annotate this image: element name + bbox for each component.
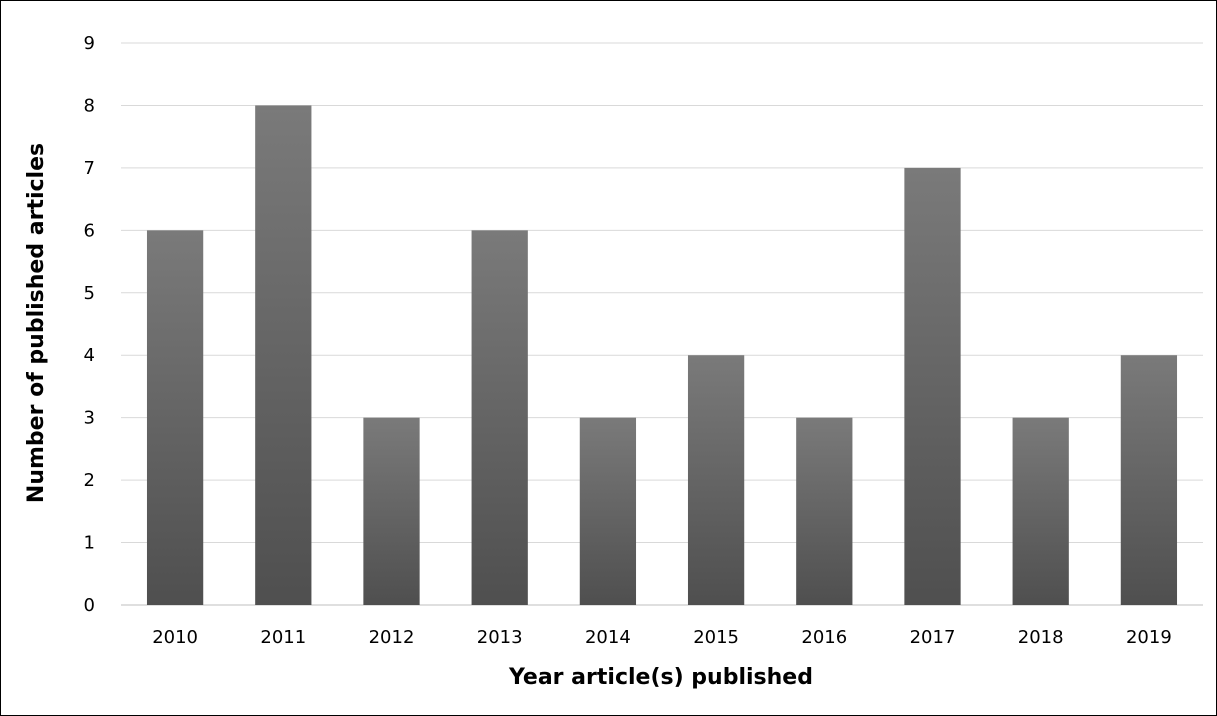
x-tick-label: 2010 — [152, 627, 198, 648]
bar-2013 — [471, 230, 528, 606]
bar-2011 — [255, 105, 312, 605]
bar-2017 — [904, 167, 961, 605]
x-axis-tick-labels: 2010 2011 2012 2013 2014 2015 2016 2017 2018 2019 — [152, 627, 1172, 648]
y-tick-label: 1 — [84, 533, 95, 554]
y-axis-title: Number of published articles — [24, 143, 49, 503]
y-tick-label: 9 — [84, 33, 95, 54]
y-axis-tick-labels: 0 1 2 3 4 5 6 7 8 9 — [84, 33, 95, 616]
x-tick-label: 2014 — [585, 627, 631, 648]
y-tick-label: 5 — [84, 283, 95, 304]
bar-2012 — [363, 417, 420, 605]
x-tick-label: 2017 — [910, 627, 956, 648]
y-tick-label: 6 — [84, 220, 95, 241]
bar-2015 — [687, 355, 745, 605]
x-tick-label: 2012 — [369, 627, 415, 648]
x-tick-label: 2016 — [801, 627, 847, 648]
y-tick-label: 2 — [84, 470, 95, 491]
bars — [146, 105, 1178, 606]
x-axis-title: Year article(s) published — [508, 665, 813, 690]
bar-2014 — [579, 417, 637, 605]
x-tick-label: 2013 — [477, 627, 523, 648]
x-tick-label: 2019 — [1126, 627, 1172, 648]
bar-2010 — [146, 230, 204, 606]
y-tick-label: 0 — [84, 595, 95, 616]
bar-2019 — [1120, 355, 1178, 605]
x-tick-label: 2011 — [260, 627, 306, 648]
y-tick-label: 8 — [84, 95, 95, 116]
bar-2018 — [1012, 417, 1069, 605]
x-tick-label: 2018 — [1018, 627, 1064, 648]
x-tick-label: 2015 — [693, 627, 739, 648]
y-tick-label: 4 — [84, 345, 95, 366]
y-tick-label: 3 — [84, 408, 95, 429]
y-tick-label: 7 — [84, 158, 95, 179]
bar-2016 — [796, 417, 853, 605]
